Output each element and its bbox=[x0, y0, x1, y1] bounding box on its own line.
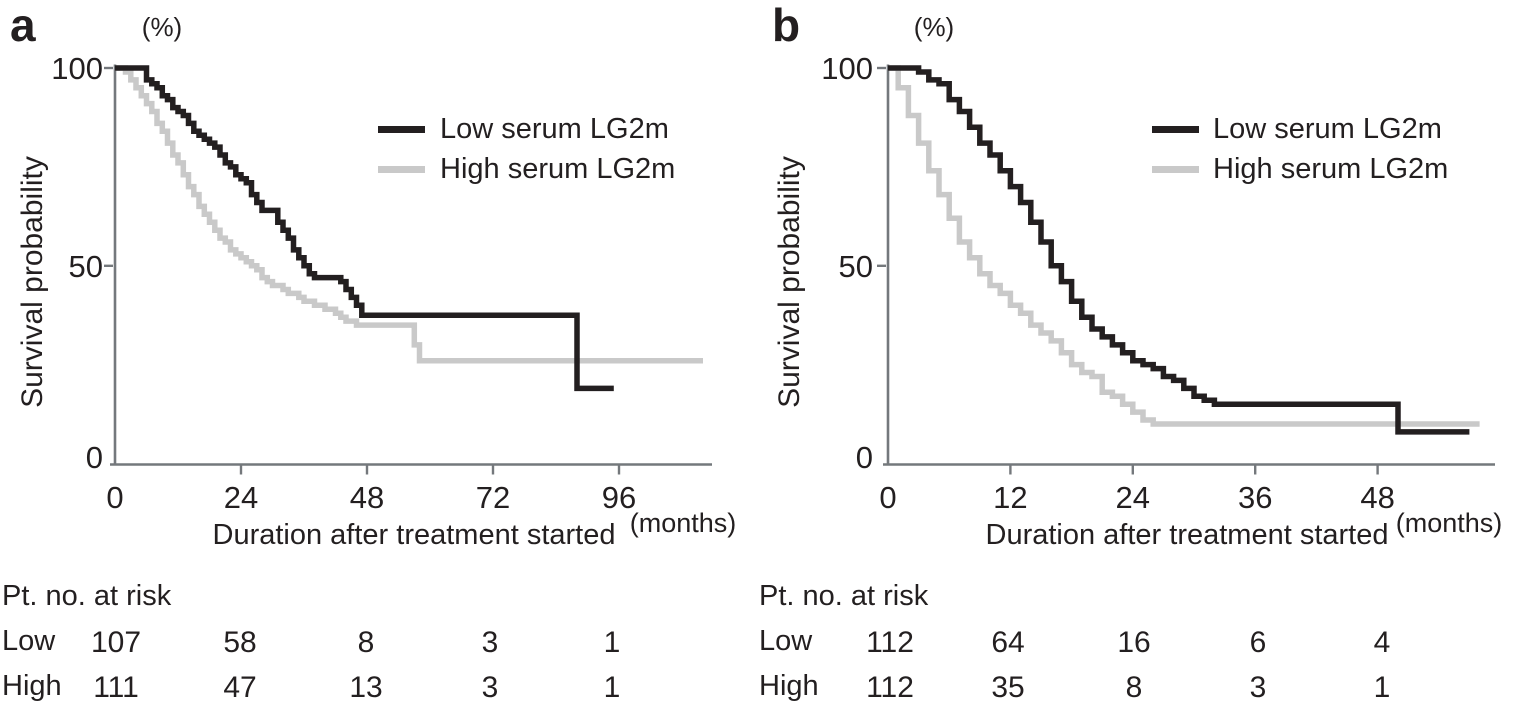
risk-count: 47 bbox=[223, 671, 256, 704]
km-panel-a: 100 50 0 0 24 48 72 96 107 58 8 3 1 111 47 13 3 1 a (%) S… bbox=[0, 0, 756, 704]
legend-label-high: High serum LG2m bbox=[440, 153, 676, 185]
risk-row-label-low: Low bbox=[759, 625, 813, 657]
risk-count: 107 bbox=[91, 626, 141, 659]
x-tick-label: 12 bbox=[993, 480, 1027, 515]
x-tick-label: 96 bbox=[602, 480, 636, 515]
legend-swatch-low bbox=[378, 126, 425, 133]
risk-count: 3 bbox=[482, 671, 499, 704]
risk-count: 111 bbox=[93, 671, 139, 704]
risk-count: 13 bbox=[349, 671, 382, 704]
risk-count: 1 bbox=[604, 626, 621, 659]
risk-count: 6 bbox=[1250, 626, 1267, 659]
risk-count: 35 bbox=[991, 671, 1024, 704]
y-tick-label: 50 bbox=[839, 249, 873, 284]
legend-label-low: Low serum LG2m bbox=[440, 113, 669, 145]
risk-count: 16 bbox=[1117, 626, 1150, 659]
y-axis-unit: (%) bbox=[913, 12, 955, 42]
x-tick-label: 36 bbox=[1238, 480, 1272, 515]
y-axis-title: Survival probability bbox=[16, 156, 49, 408]
risk-table-header: Pt. no. at risk bbox=[2, 580, 172, 612]
x-axis-title: Duration after treatment started bbox=[985, 519, 1389, 551]
risk-count: 1 bbox=[1374, 671, 1391, 704]
axis-lines bbox=[110, 64, 712, 466]
risk-table-header: Pt. no. at risk bbox=[759, 580, 929, 612]
risk-count: 4 bbox=[1374, 626, 1391, 659]
legend-swatch-high bbox=[1152, 166, 1199, 173]
y-axis-unit: (%) bbox=[141, 12, 183, 42]
risk-count: 58 bbox=[223, 626, 256, 659]
axis-lines bbox=[883, 64, 1495, 466]
survival-curve-low bbox=[115, 65, 614, 392]
legend-label-low: Low serum LG2m bbox=[1213, 113, 1442, 145]
risk-row-label-high: High bbox=[759, 670, 819, 702]
x-tick-label: 48 bbox=[350, 480, 384, 515]
x-tick-label: 24 bbox=[224, 480, 258, 515]
x-tick-label: 0 bbox=[879, 480, 896, 515]
risk-row-label-low: Low bbox=[2, 625, 56, 657]
risk-count: 112 bbox=[866, 671, 914, 704]
x-axis-title: Duration after treatment started bbox=[212, 519, 616, 551]
risk-count: 3 bbox=[482, 626, 499, 659]
y-axis-title: Survival probability bbox=[773, 156, 806, 408]
survival-curve-low bbox=[888, 65, 1470, 435]
y-tick-label: 0 bbox=[856, 440, 873, 475]
legend-label-high: High serum LG2m bbox=[1213, 153, 1449, 185]
legend-swatch-high bbox=[378, 166, 425, 173]
risk-count: 8 bbox=[358, 626, 375, 659]
y-tick-label: 0 bbox=[86, 440, 103, 475]
risk-count: 1 bbox=[604, 671, 621, 704]
panel-label: a bbox=[10, 0, 36, 51]
x-tick-label: 0 bbox=[106, 480, 123, 515]
survival-curve-high bbox=[115, 65, 703, 364]
survival-curve-high bbox=[888, 65, 1480, 427]
x-tick-label: 24 bbox=[1116, 480, 1150, 515]
x-axis-unit: (months) bbox=[1395, 508, 1503, 538]
risk-count: 8 bbox=[1126, 671, 1143, 704]
y-tick-label: 100 bbox=[51, 51, 103, 86]
y-tick-label: 100 bbox=[821, 51, 873, 86]
risk-count: 3 bbox=[1250, 671, 1267, 704]
x-tick-label: 48 bbox=[1360, 480, 1394, 515]
panel-label: b bbox=[772, 0, 801, 51]
legend-swatch-low bbox=[1152, 126, 1199, 133]
km-panel-b: 100 50 0 0 12 24 36 48 112 64 16 6 4 112 35 8 3 1 b (%) S… bbox=[757, 0, 1513, 704]
risk-count: 64 bbox=[991, 626, 1024, 659]
x-axis-unit: (months) bbox=[629, 508, 737, 538]
risk-count: 112 bbox=[866, 626, 914, 659]
y-tick-label: 50 bbox=[69, 249, 103, 284]
x-tick-label: 72 bbox=[476, 480, 510, 515]
risk-row-label-high: High bbox=[2, 670, 62, 702]
